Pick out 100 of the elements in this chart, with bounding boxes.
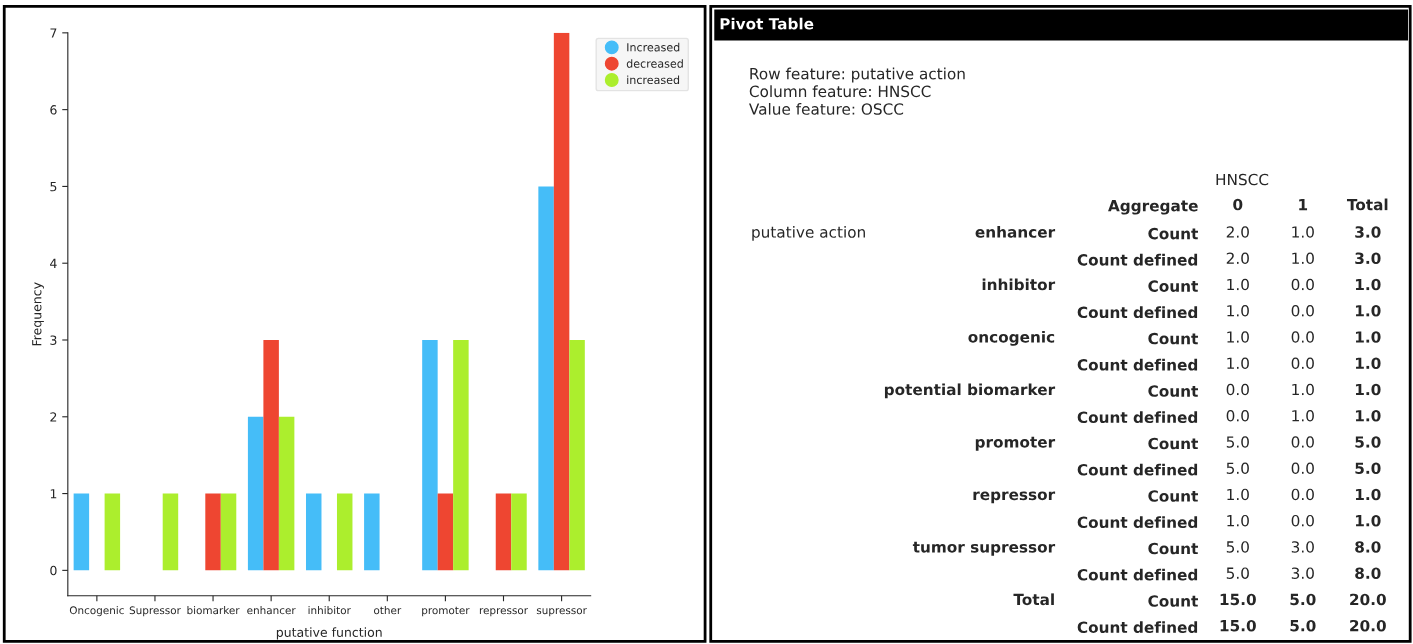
category-label: Total — [1346, 198, 1388, 211]
category-label: Count — [1148, 490, 1198, 502]
category-label: Count defined — [1077, 621, 1198, 634]
bar — [422, 340, 438, 571]
x-axis-title: putative function — [276, 627, 382, 640]
text: 5.0 — [1355, 436, 1381, 448]
category-label: tumor supressor — [912, 541, 1056, 556]
text: 5.0 — [1355, 462, 1381, 474]
text: 3.0 — [1355, 226, 1381, 238]
text: 1.0 — [1355, 331, 1381, 343]
category-label: Count — [1148, 227, 1198, 240]
category-label: Count — [1148, 385, 1198, 397]
y-axis-title: Frequency — [32, 282, 44, 346]
legend-label: Increased — [627, 42, 680, 52]
text: 5.0 — [1226, 541, 1249, 553]
text: 0.0 — [1291, 278, 1314, 291]
text: Pivot Table — [720, 17, 814, 30]
bar — [538, 186, 554, 571]
text: 0.0 — [1226, 409, 1249, 422]
bar — [336, 493, 353, 571]
text: 15.0 — [1220, 619, 1256, 632]
legend-label: increased — [627, 75, 680, 85]
text: 2.0 — [1226, 226, 1249, 238]
text: 1.0 — [1355, 383, 1381, 396]
y-tick-label: 2 — [50, 412, 57, 422]
bar — [73, 493, 90, 571]
category-label: Count defined — [1077, 411, 1198, 424]
x-tick-label: supressor — [536, 608, 587, 617]
bar — [364, 493, 380, 571]
text: 5.0 — [1226, 462, 1249, 474]
y-tick-label: 1 — [50, 489, 57, 499]
text: 0.0 — [1291, 331, 1314, 343]
y-tick-label: 4 — [50, 258, 57, 268]
y-tick-label: 7 — [50, 28, 57, 38]
x-tick-label: Oncogenic — [69, 606, 124, 617]
text: 20.0 — [1350, 619, 1386, 632]
text: 2.0 — [1226, 252, 1249, 265]
text: 0.0 — [1291, 357, 1314, 370]
y-tick-label: 5 — [50, 182, 57, 192]
category-label: inhibitor — [982, 278, 1056, 291]
bar — [453, 340, 469, 571]
category-label: Count defined — [1077, 306, 1198, 319]
text: Aggregate — [1108, 200, 1198, 215]
text: 1.0 — [1227, 304, 1249, 317]
category-label: Total — [1013, 593, 1054, 606]
bar — [278, 416, 295, 571]
x-tick-label: enhancer — [247, 606, 296, 615]
text: 8.0 — [1355, 541, 1381, 553]
bar — [263, 340, 279, 571]
text: 1.0 — [1227, 331, 1249, 343]
bar — [553, 32, 570, 571]
x-tick-label: inhibitor — [308, 606, 351, 615]
bar — [569, 340, 585, 571]
bar — [162, 493, 179, 571]
text: 15.0 — [1220, 593, 1256, 606]
bar — [104, 493, 121, 571]
text: 3.0 — [1291, 541, 1314, 553]
x-tick-label: promoter — [422, 606, 470, 617]
category-label: Count — [1148, 542, 1198, 555]
text: 5.0 — [1290, 593, 1316, 606]
bar — [305, 493, 322, 571]
text: 1.0 — [1227, 357, 1249, 370]
category-label: Count defined — [1077, 516, 1198, 529]
text: 3.0 — [1291, 567, 1314, 579]
category-label: Count defined — [1077, 463, 1198, 476]
bar — [220, 493, 237, 571]
text: 1.0 — [1292, 383, 1314, 396]
text: 1.0 — [1355, 278, 1381, 291]
text: 1.0 — [1227, 488, 1249, 501]
text: 1.0 — [1355, 488, 1381, 501]
category-label: repressor — [973, 491, 1056, 504]
text: 5.0 — [1226, 436, 1249, 448]
text: Row feature: putative action Column feature: HNSCC Value feature: OSCC — [749, 67, 965, 115]
text: 1.0 — [1292, 252, 1314, 265]
text: putative action — [752, 225, 865, 241]
bar — [247, 416, 264, 571]
category-label: Count defined — [1077, 358, 1198, 371]
category-label: Count — [1148, 280, 1198, 292]
category-label: 0 — [1233, 198, 1243, 211]
text: 5.0 — [1290, 619, 1316, 632]
bar — [495, 493, 512, 571]
text: 1.0 — [1227, 278, 1249, 291]
text: 1.0 — [1355, 514, 1381, 527]
bar — [511, 493, 527, 571]
text: 1.0 — [1355, 409, 1381, 422]
category-label: Count — [1148, 595, 1198, 607]
text: 8.0 — [1355, 567, 1381, 579]
bar — [205, 493, 221, 571]
category-label: enhancer — [975, 225, 1056, 238]
category-label: oncogenic — [968, 330, 1055, 346]
bar — [437, 493, 454, 571]
text: 1.0 — [1227, 514, 1249, 527]
y-tick-label: 6 — [50, 105, 57, 115]
text: 1.0 — [1355, 304, 1381, 317]
y-tick-label: 0 — [50, 565, 57, 576]
text: 0.0 — [1291, 436, 1314, 448]
text: 1.0 — [1355, 357, 1381, 370]
text: 1.0 — [1292, 226, 1314, 238]
text: 0.0 — [1291, 488, 1314, 501]
text: 20.0 — [1350, 593, 1386, 606]
